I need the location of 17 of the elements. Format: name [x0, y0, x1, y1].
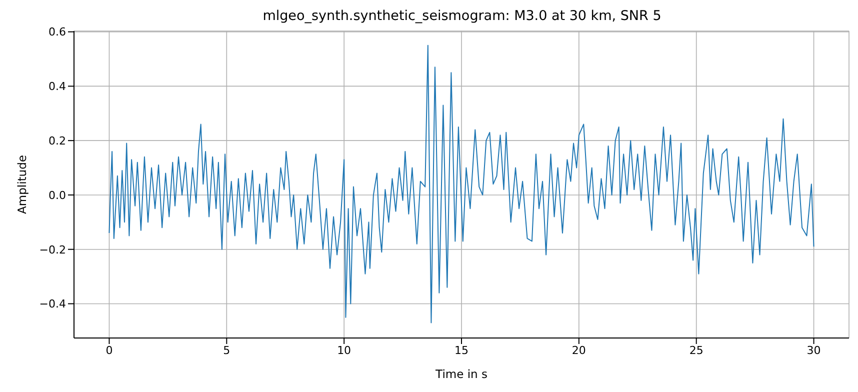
y-tick-label: 0.2 [48, 134, 66, 148]
y-axis-title: Amplitude [15, 155, 30, 214]
x-axis-title: Time in s [434, 367, 488, 381]
x-tick-label: 25 [689, 344, 704, 357]
y-tick-label: −0.4 [39, 298, 66, 311]
x-tick-label: 15 [454, 344, 468, 357]
y-tick-label: −0.2 [39, 243, 66, 256]
chart-title: mlgeo_synth.synthetic_seismogram: M3.0 at 30 km, SNR 5 [262, 8, 662, 24]
x-tick-label: 20 [572, 344, 586, 357]
x-tick-label: 30 [806, 344, 821, 357]
y-tick-label: 0.6 [48, 26, 66, 39]
x-tick-label: 10 [337, 344, 352, 357]
line-series [108, 44, 814, 324]
x-tick-label: 5 [223, 344, 230, 357]
x-tick-label: 0 [106, 344, 113, 357]
y-tick-label: 0.4 [48, 80, 66, 94]
y-tick-label: 0.0 [48, 188, 66, 202]
